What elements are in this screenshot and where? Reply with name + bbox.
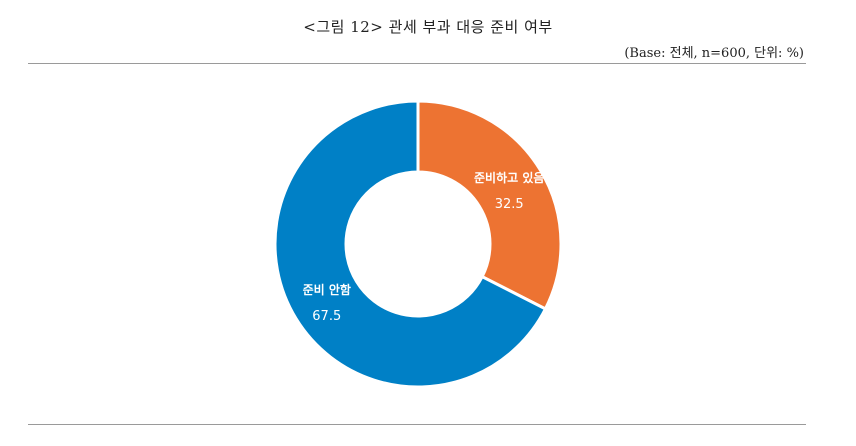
figure-base-note: (Base: 전체, n=600, 단위: %)	[624, 46, 804, 61]
top-divider	[28, 63, 806, 64]
donut-slice	[416, 99, 563, 311]
slice-value-label: 67.5	[312, 309, 341, 324]
donut-slice	[273, 99, 548, 389]
bottom-divider	[28, 424, 806, 425]
donut-slices	[273, 99, 563, 389]
figure-title: <그림 12> 관세 부과 대응 준비 여부	[303, 18, 553, 36]
slice-label: 준비하고 있음	[474, 170, 544, 185]
slice-value-label: 32.5	[495, 197, 524, 212]
donut-labels: 준비하고 있음 32.5 준비 안함 67.5	[303, 170, 545, 324]
slice-label: 준비 안함	[303, 282, 351, 297]
